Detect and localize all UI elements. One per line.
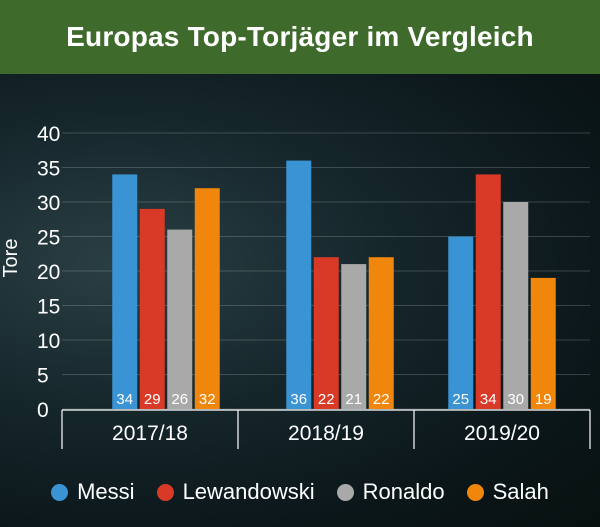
bar-salah-2017-18 (194, 188, 220, 409)
y-axis-ticks: 0 5 10 15 20 25 30 35 40 (37, 123, 60, 422)
bar-value-label: 22 (318, 391, 335, 408)
legend-label: Lewandowski (182, 479, 315, 504)
x-tick-label: 2017/18 (112, 422, 188, 445)
x-tick-label: 2019/20 (464, 422, 540, 445)
chart-title: Europas Top-Torjäger im Vergleich (66, 21, 534, 52)
legend-item-ronaldo: Ronaldo (336, 479, 445, 505)
y-tick-label: 0 (37, 399, 49, 422)
bar-value-label: 32 (199, 391, 216, 408)
bar-lewandowski-2017-18 (139, 208, 165, 409)
legend-swatch (156, 483, 174, 501)
legend-swatch (336, 483, 354, 501)
bars: 34 29 26 32 36 22 21 22 25 34 30 19 (112, 160, 556, 409)
bar-chart: 0 5 10 15 20 25 30 35 40 Tore 34 29 26 32 36 22 21 22 25… (0, 123, 591, 449)
bar-value-label: 34 (480, 391, 497, 408)
legend-item-messi: Messi (51, 479, 135, 505)
bar-ronaldo-2019-20 (503, 202, 529, 409)
bar-value-label: 36 (290, 391, 307, 408)
y-tick-label: 10 (37, 330, 60, 353)
y-tick-label: 25 (37, 227, 60, 250)
legend-label: Messi (77, 479, 135, 504)
y-tick-label: 20 (37, 261, 60, 284)
bar-messi-2018-19 (286, 160, 312, 409)
y-tick-label: 30 (37, 192, 60, 215)
y-tick-label: 35 (37, 158, 60, 181)
legend-item-salah: Salah (466, 479, 549, 505)
bar-value-label: 34 (116, 391, 133, 408)
bar-messi-2017-18 (112, 174, 138, 409)
bar-lewandowski-2019-20 (475, 174, 501, 409)
bar-value-label: 22 (373, 391, 390, 408)
y-tick-label: 5 (37, 365, 49, 388)
title-bar: Europas Top-Torjäger im Vergleich (0, 0, 600, 74)
bar-value-label: 19 (535, 391, 552, 408)
bar-messi-2019-20 (448, 236, 474, 409)
bar-ronaldo-2018-19 (341, 264, 367, 409)
bar-value-label: 30 (507, 391, 524, 408)
y-axis-label: Tore (0, 239, 22, 278)
x-tick-label: 2018/19 (288, 422, 364, 445)
y-tick-label: 40 (37, 123, 60, 146)
legend-swatch (466, 483, 484, 501)
bar-value-label: 26 (171, 391, 188, 408)
legend: Messi Lewandowski Ronaldo Salah (0, 474, 600, 510)
bar-value-label: 29 (144, 391, 161, 408)
legend-label: Ronaldo (362, 479, 445, 504)
bar-ronaldo-2017-18 (167, 229, 193, 409)
bar-lewandowski-2018-19 (313, 257, 339, 409)
legend-label: Salah (492, 479, 549, 504)
x-axis: 2017/18 2018/19 2019/20 (61, 409, 591, 449)
y-tick-label: 15 (37, 296, 60, 319)
bar-salah-2018-19 (368, 257, 394, 409)
legend-item-lewandowski: Lewandowski (156, 479, 315, 505)
bar-salah-2019-20 (530, 277, 556, 409)
legend-swatch (51, 483, 69, 501)
bar-value-label: 21 (345, 391, 362, 408)
bar-value-label: 25 (452, 391, 469, 408)
